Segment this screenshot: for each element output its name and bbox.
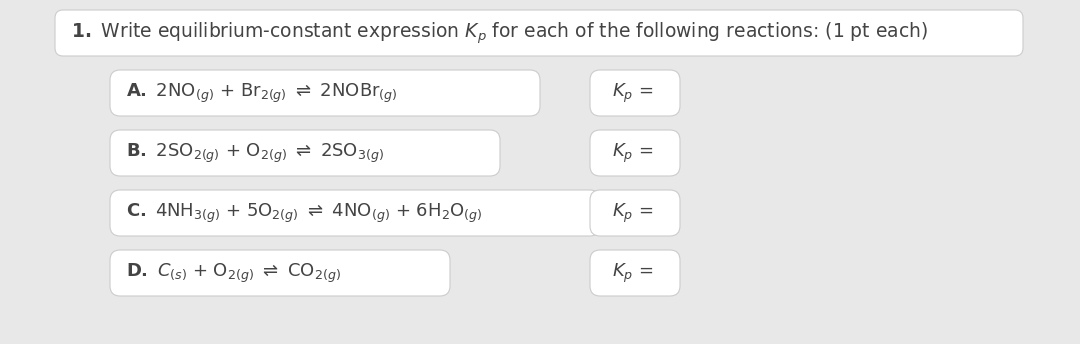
FancyBboxPatch shape [110, 130, 500, 176]
FancyBboxPatch shape [590, 250, 680, 296]
FancyBboxPatch shape [590, 70, 680, 116]
FancyBboxPatch shape [110, 250, 450, 296]
FancyBboxPatch shape [110, 190, 600, 236]
Text: $\bf{C.}$ 4NH$_{3(g)}$ + 5O$_{2(g)}$ $\rightleftharpoons$ 4NO$_{(g)}$ + 6H$_2$O$: $\bf{C.}$ 4NH$_{3(g)}$ + 5O$_{2(g)}$ $\r… [126, 201, 483, 225]
Text: $K_p$ =: $K_p$ = [612, 82, 653, 105]
FancyBboxPatch shape [590, 190, 680, 236]
Text: $\bf{B.}$ 2SO$_{2(g)}$ + O$_{2(g)}$ $\rightleftharpoons$ 2SO$_{3(g)}$: $\bf{B.}$ 2SO$_{2(g)}$ + O$_{2(g)}$ $\ri… [126, 141, 384, 164]
Text: $K_p$ =: $K_p$ = [612, 201, 653, 225]
FancyBboxPatch shape [110, 70, 540, 116]
Text: $K_p$ =: $K_p$ = [612, 141, 653, 164]
Text: $\bf{1.}$ Write equilibrium-constant expression $K_p$ for each of the following : $\bf{1.}$ Write equilibrium-constant exp… [71, 20, 928, 46]
Text: $K_p$ =: $K_p$ = [612, 261, 653, 284]
Text: $\bf{D.}$ $C_{(s)}$ + O$_{2(g)}$ $\rightleftharpoons$ CO$_{2(g)}$: $\bf{D.}$ $C_{(s)}$ + O$_{2(g)}$ $\right… [126, 261, 341, 284]
FancyBboxPatch shape [590, 130, 680, 176]
Text: $\bf{A.}$ 2NO$_{(g)}$ + Br$_{2(g)}$ $\rightleftharpoons$ 2NOBr$_{(g)}$: $\bf{A.}$ 2NO$_{(g)}$ + Br$_{2(g)}$ $\ri… [126, 82, 397, 105]
FancyBboxPatch shape [55, 10, 1023, 56]
